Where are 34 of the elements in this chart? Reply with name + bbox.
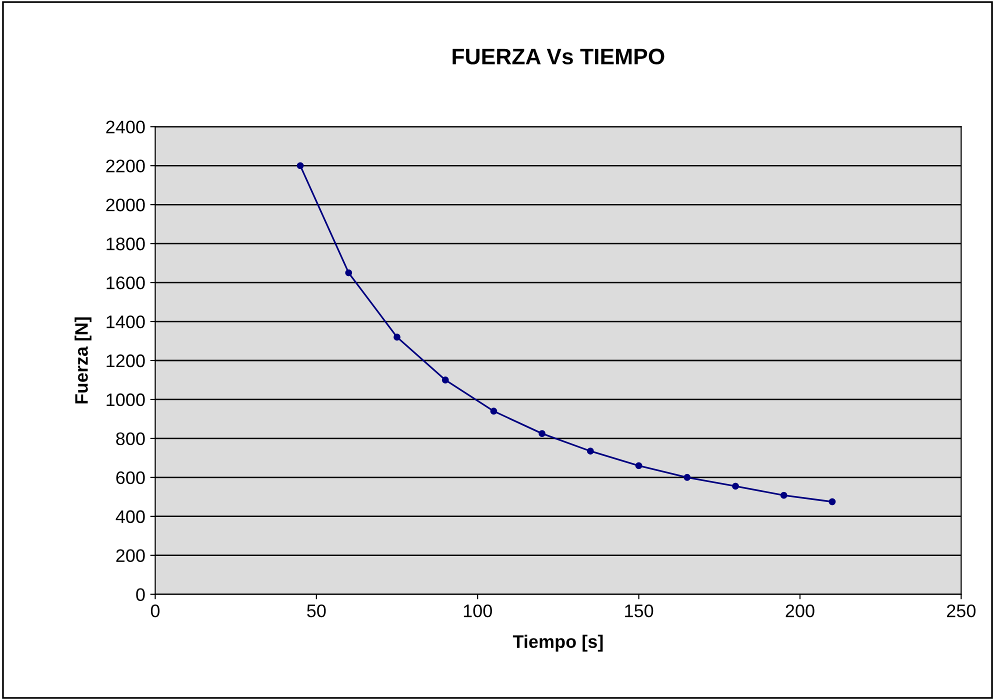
y-tick-label: 1600 [106, 276, 145, 290]
point [538, 430, 546, 438]
chart-title: FUERZA Vs TIEMPO [452, 48, 664, 64]
y-tick-label: 200 [116, 549, 145, 562]
x-tick-label: 50 [307, 604, 326, 618]
point [780, 492, 788, 499]
y-tick-label: 2200 [106, 160, 145, 172]
point [442, 376, 449, 384]
point [635, 462, 642, 470]
x-tick-label: 0 [150, 604, 160, 618]
y-tick-label: 1200 [106, 354, 145, 368]
y-tick-label: 0 [136, 588, 145, 602]
y-tick-label: 800 [116, 432, 145, 446]
point [732, 482, 739, 490]
x-tick-label: 100 [464, 604, 492, 618]
point [586, 448, 594, 455]
y-tick-label: 400 [116, 510, 145, 524]
x-axis-title: Tiempo [s] [512, 634, 603, 652]
point [684, 474, 691, 481]
point [394, 334, 400, 341]
point [828, 498, 836, 506]
y-tick-label: 1000 [106, 393, 145, 406]
y-tick-label: 1400 [106, 315, 145, 328]
x-tick-label: 200 [786, 604, 814, 618]
point [490, 408, 498, 415]
y-tick-label: 600 [116, 471, 145, 484]
y-tick-label: 2000 [106, 198, 145, 212]
x-tick-label: 250 [947, 604, 976, 618]
point [345, 269, 352, 276]
x-tick-label: 150 [625, 604, 654, 618]
y-tick-label: 1800 [106, 238, 145, 250]
point [296, 162, 304, 170]
y-tick-label: 2400 [106, 120, 145, 134]
y-axis-title: Fuerza [N] [74, 317, 92, 404]
